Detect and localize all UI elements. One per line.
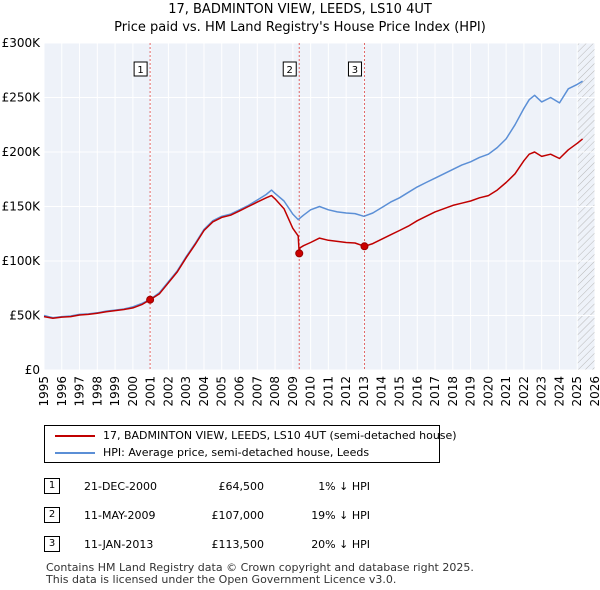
sale-number-badge: 2 [44, 507, 60, 523]
sale-point [360, 242, 369, 251]
y-tick-label: £100K [2, 254, 42, 268]
y-tick-label: £200K [2, 145, 42, 159]
sale-date: 11-JAN-2013 [84, 538, 154, 551]
legend-line-hpi [55, 452, 95, 454]
x-tick-label: 2019 [464, 376, 478, 407]
sale-point [295, 249, 304, 258]
sale-price: £64,500 [218, 480, 265, 493]
x-tick-label: 2006 [233, 376, 247, 407]
x-tick-label: 2024 [552, 376, 566, 407]
sale-row: 2 11-MAY-2009 £107,000 19% ↓ HPI [0, 505, 600, 525]
x-tick-label: 1997 [73, 376, 87, 407]
sale-marker-label: 3 [352, 65, 358, 76]
sale-row: 3 11-JAN-2013 £113,500 20% ↓ HPI [0, 534, 600, 554]
sale-date: 21-DEC-2000 [84, 480, 158, 493]
x-tick-label: 2005 [215, 376, 229, 407]
x-tick-label: 2013 [357, 376, 371, 407]
sale-row: 1 21-DEC-2000 £64,500 1% ↓ HPI [0, 476, 600, 496]
sale-date: 11-MAY-2009 [84, 509, 156, 522]
sale-number-badge: 1 [44, 478, 60, 494]
chart-subtitle: Price paid vs. HM Land Registry's House … [114, 20, 486, 35]
sale-number-badge: 3 [44, 536, 60, 552]
legend-line-property [55, 435, 95, 437]
y-tick-label: £250K [2, 91, 42, 105]
x-tick-label: 2010 [304, 376, 318, 407]
x-tick-label: 2025 [570, 376, 584, 407]
footer-copyright: Contains HM Land Registry data © Crown c… [46, 561, 474, 574]
y-tick-label: £150K [2, 200, 42, 214]
sale-marker-label: 1 [137, 65, 143, 76]
x-tick-label: 2011 [321, 376, 335, 407]
chart-title: 17, BADMINTON VIEW, LEEDS, LS10 4UT [168, 2, 432, 17]
x-tick-label: 2001 [144, 376, 158, 407]
series-line [43, 80, 583, 319]
x-tick-label: 2014 [375, 376, 389, 407]
x-tick-label: 2026 [588, 376, 600, 407]
price-chart: 1 2 3 £0 £50K £100K £150K £200K £250K £300K 1995 19… [2, 36, 600, 407]
x-tick-label: 2021 [499, 376, 513, 407]
x-tick-label: 2023 [535, 376, 549, 407]
x-tick-label: 2018 [446, 376, 460, 407]
x-tick-label: 2003 [179, 376, 193, 407]
x-tick-label: 2000 [126, 376, 140, 407]
sale-marker-box [133, 61, 148, 77]
sale-hpi-diff: 1% ↓ HPI [318, 480, 370, 493]
series-line [43, 138, 584, 319]
sale-marker-box [347, 61, 362, 77]
sale-price: £107,000 [211, 509, 265, 522]
x-tick-label: 1999 [108, 376, 122, 407]
chart-legend: 17, BADMINTON VIEW, LEEDS, LS10 4UT (sem… [44, 425, 457, 463]
y-tick-label: £0 [25, 363, 40, 377]
x-tick-label: 2008 [268, 376, 282, 407]
sale-point [146, 295, 155, 304]
x-tick-label: 2020 [481, 376, 495, 407]
sale-hpi-diff: 19% ↓ HPI [311, 509, 370, 522]
sale-price: £113,500 [211, 538, 265, 551]
x-tick-label: 2016 [410, 376, 424, 407]
footer-licence: This data is licensed under the Open Gov… [46, 573, 397, 586]
x-tick-label: 2007 [250, 376, 264, 407]
sale-marker-box [282, 61, 297, 77]
y-tick-label: £50K [9, 309, 41, 323]
x-tick-label: 2002 [161, 376, 175, 407]
x-tick-label: 2015 [392, 376, 406, 407]
legend-label-hpi: HPI: Average price, semi-detached house,… [103, 446, 370, 459]
x-tick-label: 1995 [37, 376, 51, 407]
y-tick-label: £300K [2, 36, 42, 50]
sale-hpi-diff: 20% ↓ HPI [311, 538, 370, 551]
x-tick-label: 2012 [339, 376, 353, 407]
x-tick-label: 2009 [286, 376, 300, 407]
x-tick-label: 2022 [517, 376, 531, 407]
x-tick-label: 2017 [428, 376, 442, 407]
sale-marker-label: 2 [287, 65, 293, 76]
legend-label-property: 17, BADMINTON VIEW, LEEDS, LS10 4UT (sem… [103, 429, 457, 442]
x-tick-label: 2004 [197, 376, 211, 407]
x-tick-label: 1998 [90, 376, 104, 407]
x-tick-label: 1996 [55, 376, 69, 407]
